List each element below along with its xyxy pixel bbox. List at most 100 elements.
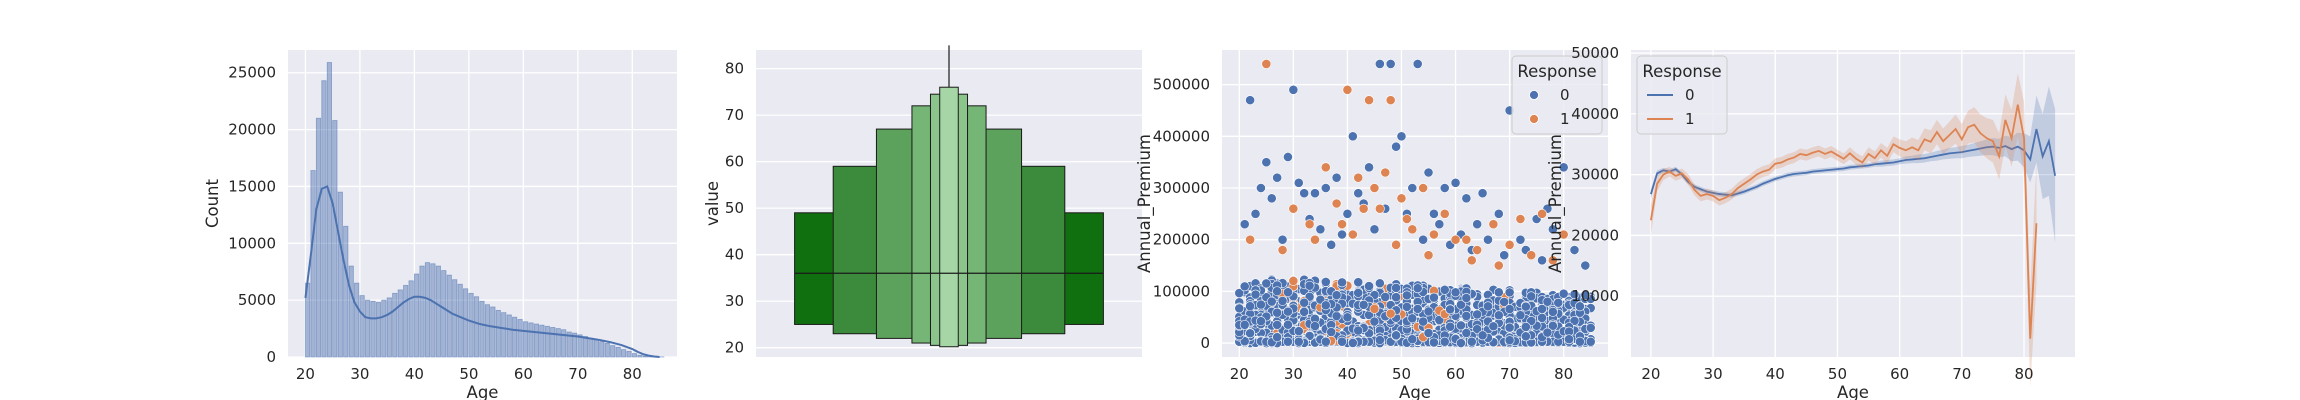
scatter-point bbox=[1564, 334, 1574, 345]
scatter-point bbox=[1461, 328, 1472, 338]
scatter-point bbox=[1445, 304, 1456, 315]
x-tick-label: 70 bbox=[1952, 365, 1971, 383]
scatter-point bbox=[1288, 203, 1299, 214]
scatter-point bbox=[1461, 293, 1472, 303]
scatter-point bbox=[1429, 292, 1439, 303]
histogram-bar bbox=[430, 263, 436, 358]
x-tick-label: 60 bbox=[1890, 365, 1909, 383]
scatter-point bbox=[1477, 330, 1488, 341]
scatter-point bbox=[1310, 234, 1320, 245]
histogram-bar bbox=[315, 117, 322, 358]
scatter-point bbox=[1304, 280, 1315, 291]
scatter-point bbox=[1547, 255, 1558, 266]
scatter-point bbox=[1488, 219, 1499, 230]
scatter-point bbox=[1337, 336, 1347, 347]
scatter-point bbox=[1364, 281, 1374, 291]
scatter-point bbox=[1337, 219, 1347, 230]
x-tick-label: 80 bbox=[1554, 365, 1573, 383]
histogram-bar bbox=[495, 309, 501, 358]
scatter-point bbox=[1542, 296, 1553, 307]
scatter-point bbox=[1256, 299, 1266, 310]
histogram-bar bbox=[397, 289, 403, 358]
histogram-bar bbox=[473, 296, 480, 358]
scatter-point bbox=[1537, 255, 1547, 266]
histogram-bar bbox=[517, 319, 523, 358]
scatter-point bbox=[1499, 250, 1510, 261]
histogram-bar bbox=[593, 339, 599, 358]
scatter-point bbox=[1288, 276, 1299, 286]
x-axis-label: Age bbox=[1399, 383, 1431, 400]
scatter-point bbox=[1542, 327, 1553, 338]
x-tick-label: 50 bbox=[1392, 365, 1411, 383]
histogram-bar bbox=[457, 283, 463, 358]
scatter-point bbox=[1266, 193, 1277, 204]
scatter-point bbox=[1483, 234, 1493, 245]
scatter-point bbox=[1250, 289, 1261, 300]
scatter-point bbox=[1466, 255, 1477, 266]
scatter-point bbox=[1239, 319, 1250, 330]
scatter-point bbox=[1483, 301, 1493, 312]
histogram-bar bbox=[642, 355, 648, 358]
scatter-point bbox=[1245, 95, 1256, 106]
legend-marker bbox=[1529, 114, 1539, 124]
histogram-bar bbox=[506, 314, 512, 358]
histogram-bar bbox=[571, 332, 578, 358]
kde-line bbox=[304, 185, 660, 358]
scatter-dense-cloud bbox=[1234, 274, 1596, 348]
histogram-bar bbox=[424, 262, 431, 358]
scatter-point bbox=[1477, 188, 1488, 199]
scatter-point bbox=[1553, 297, 1564, 308]
scatter-point bbox=[1374, 59, 1385, 69]
histogram-bar bbox=[484, 304, 490, 358]
histogram-bar bbox=[599, 341, 605, 358]
scatter-point bbox=[1504, 304, 1515, 314]
x-tick-label: 40 bbox=[1766, 365, 1785, 383]
scatter-point bbox=[1515, 234, 1526, 245]
scatter-point bbox=[1537, 208, 1547, 219]
y-tick-label: 50 bbox=[725, 199, 744, 217]
y-tick-label: 30000 bbox=[1571, 166, 1619, 184]
histogram-bar bbox=[446, 274, 452, 358]
scatter-point bbox=[1234, 288, 1245, 298]
scatter-point bbox=[1245, 301, 1256, 312]
line-series-0 bbox=[1650, 86, 2056, 243]
legend-entry: 1 bbox=[1560, 110, 1570, 128]
y-axis-label: Annual_Premium bbox=[1135, 134, 1155, 273]
histogram-bar bbox=[348, 265, 354, 358]
x-tick-label: 30 bbox=[1704, 365, 1723, 383]
scatter-point bbox=[1256, 316, 1266, 327]
scatter-point bbox=[1261, 157, 1272, 168]
scatter-point bbox=[1239, 281, 1250, 292]
scatter-point bbox=[1304, 219, 1315, 230]
scatter-point bbox=[1293, 326, 1304, 337]
histogram-bar bbox=[381, 299, 387, 358]
scatter-point bbox=[1537, 312, 1547, 323]
scatter-point bbox=[1520, 301, 1531, 312]
scatter-point bbox=[1315, 224, 1326, 235]
histogram-bar bbox=[413, 273, 420, 358]
scatter-point bbox=[1239, 219, 1250, 230]
scatter-point bbox=[1353, 325, 1364, 336]
scatter-point bbox=[1423, 167, 1434, 178]
histogram-bar bbox=[566, 331, 572, 358]
histogram-bar bbox=[435, 265, 441, 358]
scatter-point bbox=[1396, 193, 1407, 204]
y-tick-label: 10000 bbox=[1571, 287, 1619, 305]
y-tick-label: 15000 bbox=[228, 177, 276, 195]
y-tick-label: 20000 bbox=[1571, 226, 1619, 244]
scatter-point bbox=[1272, 172, 1283, 183]
scatter-point bbox=[1283, 287, 1293, 298]
scatter-point bbox=[1342, 84, 1353, 95]
x-tick-label: 70 bbox=[1500, 365, 1519, 383]
scatter-point bbox=[1423, 306, 1434, 317]
scatter-point bbox=[1585, 336, 1596, 347]
scatter-point bbox=[1493, 287, 1504, 298]
scatter-point bbox=[1374, 278, 1385, 289]
scatter-point bbox=[1353, 287, 1364, 298]
scatter-point bbox=[1456, 299, 1466, 310]
histogram-bar bbox=[637, 354, 643, 358]
scatter-point bbox=[1445, 321, 1456, 332]
scatter-point bbox=[1569, 245, 1580, 255]
scatter-point bbox=[1374, 203, 1385, 214]
